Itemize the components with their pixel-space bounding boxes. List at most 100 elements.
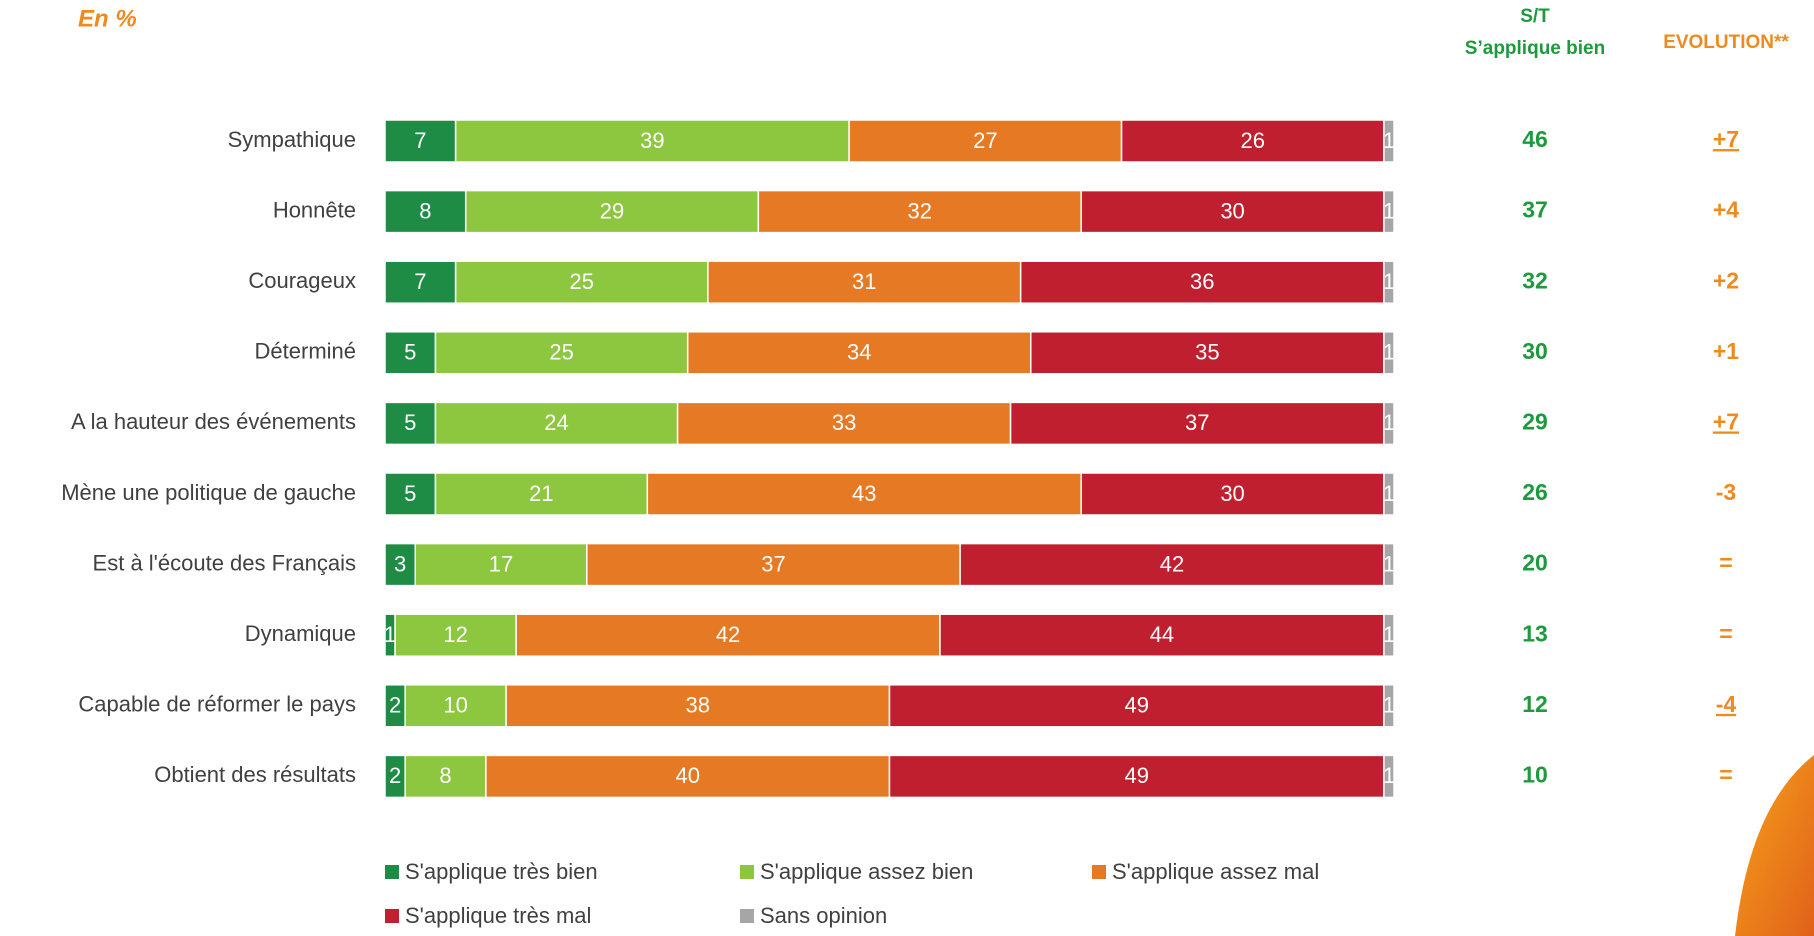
bar-segment [434, 401, 679, 446]
segment-label: 49 [1124, 693, 1148, 718]
segment-label: 29 [600, 198, 624, 223]
segment-label: 44 [1150, 622, 1174, 647]
total-value: 20 [1522, 550, 1548, 576]
segment-label: 42 [1160, 551, 1184, 576]
bar-segment [384, 119, 457, 163]
segment-label: 3 [394, 551, 406, 576]
evolution-value: +4 [1713, 197, 1739, 223]
segment-label: 31 [852, 269, 876, 294]
evolution-value: = [1719, 620, 1732, 646]
bar-segment [1383, 542, 1395, 587]
subtitle: En % [78, 5, 137, 32]
total-value: 29 [1522, 408, 1548, 434]
segment-label: 30 [1220, 481, 1244, 506]
bar-segment [384, 472, 437, 516]
total-value: 30 [1522, 338, 1548, 364]
legend-label: S'applique assez mal [1112, 859, 1319, 884]
segment-label: 25 [549, 340, 573, 365]
category-label: Honnête [273, 197, 356, 222]
segment-label: 21 [529, 481, 553, 506]
segment-label: 39 [640, 128, 664, 153]
segment-label: 1 [384, 622, 396, 647]
segment-label: 8 [419, 198, 431, 223]
bar-segment [384, 401, 437, 446]
segment-label: 49 [1124, 763, 1148, 788]
segment-label: 32 [908, 198, 932, 223]
bar-segment [454, 119, 850, 163]
segment-label: 1 [1383, 340, 1395, 365]
segment-label: 17 [489, 551, 513, 576]
category-label: Capable de réformer le pays [78, 692, 356, 717]
bar-segment [414, 542, 588, 587]
category-label: Mène une politique de gauche [61, 480, 356, 505]
bar-segment [384, 331, 437, 375]
segment-label: 7 [414, 269, 426, 294]
legend-label: Sans opinion [760, 903, 887, 928]
bar-segment [404, 754, 487, 799]
bar-segment [515, 613, 941, 657]
bar-segment [959, 542, 1385, 587]
category-label: A la hauteur des événements [71, 409, 356, 434]
bar-segment [1383, 331, 1395, 375]
segment-label: 42 [716, 622, 740, 647]
bar-segment [384, 189, 467, 234]
segment-label: 5 [404, 481, 416, 506]
legend-label: S'applique très mal [405, 903, 591, 928]
segment-label: 8 [439, 763, 451, 788]
bar-segment [394, 613, 517, 657]
segment-label: 1 [1383, 551, 1395, 576]
evolution-value: +7 [1713, 126, 1739, 152]
segment-label: 2 [389, 693, 401, 718]
segment-label: 1 [1383, 763, 1395, 788]
legend-label: S'applique très bien [405, 859, 598, 884]
bar-segment [1080, 189, 1385, 234]
decoration [1735, 755, 1814, 936]
segment-label: 1 [1383, 198, 1395, 223]
legend-label: S'applique assez bien [760, 859, 973, 884]
legend-swatch [740, 865, 754, 879]
evolution-value: +7 [1713, 408, 1739, 434]
bar-segment [1383, 754, 1395, 799]
segment-label: 24 [544, 410, 568, 435]
category-label: Obtient des résultats [154, 762, 356, 787]
bar-segment [686, 331, 1032, 375]
segment-label: 5 [404, 410, 416, 435]
evolution-value: +2 [1713, 267, 1739, 293]
total-title: S/T [1520, 6, 1550, 27]
bar-segment [707, 260, 1022, 304]
bar-segment [1009, 401, 1385, 446]
bar-segment [1383, 401, 1395, 446]
evolution-title: EVOLUTION** [1663, 32, 1789, 53]
total-value: 10 [1522, 761, 1548, 787]
legend-swatch [385, 865, 399, 879]
total-value: 32 [1522, 267, 1548, 293]
segment-label: 37 [1185, 410, 1209, 435]
bar-segment [464, 189, 760, 234]
bar-segment [1019, 260, 1385, 304]
bar-segment [757, 189, 1082, 234]
segment-label: 1 [1383, 128, 1395, 153]
total-value: 13 [1522, 620, 1548, 646]
total-value: 12 [1522, 691, 1548, 717]
total-value: 26 [1522, 479, 1548, 505]
legend-swatch [385, 909, 399, 923]
bar-segment [1383, 684, 1395, 728]
segment-label: 38 [686, 693, 710, 718]
total-value: 37 [1522, 197, 1548, 223]
segment-label: 1 [1383, 269, 1395, 294]
segment-label: 35 [1195, 340, 1219, 365]
segment-label: 1 [1383, 693, 1395, 718]
category-label: Courageux [248, 268, 356, 293]
total-value: 46 [1522, 126, 1548, 152]
bar-segment [1080, 472, 1385, 516]
bar-segment [1030, 331, 1385, 375]
segment-label: 25 [570, 269, 594, 294]
bar-segment [1383, 260, 1395, 304]
bar-segment [1383, 472, 1395, 516]
segment-label: 1 [1383, 410, 1395, 435]
segment-label: 33 [832, 410, 856, 435]
segment-label: 1 [1383, 481, 1395, 506]
legend-swatch [740, 909, 754, 923]
segment-label: 43 [852, 481, 876, 506]
